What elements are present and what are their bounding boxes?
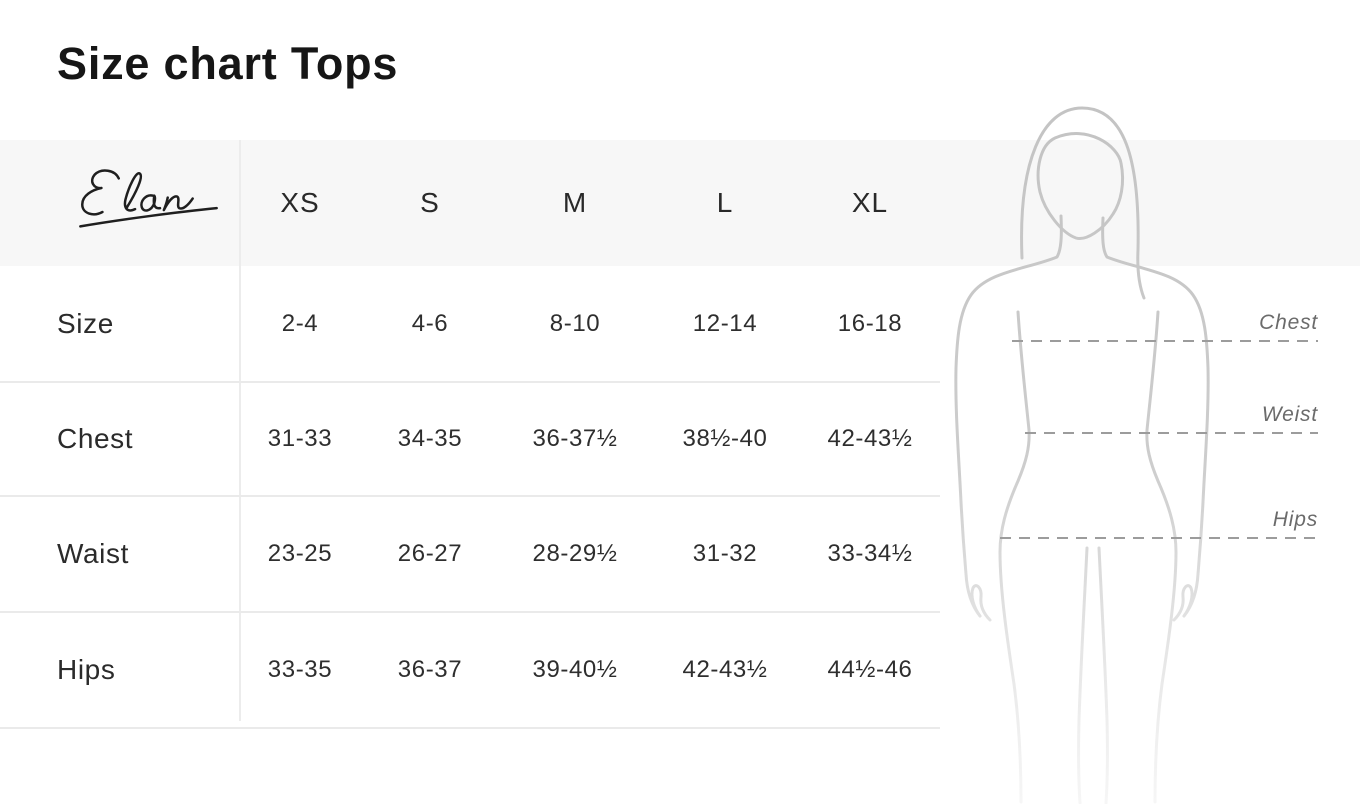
row-label-hips: Hips — [57, 654, 116, 685]
woman-figure-illustration — [930, 100, 1250, 805]
table-header-band — [0, 140, 1360, 266]
waist-measurement-group: Weist — [1025, 403, 1318, 434]
column-header-m: M — [562, 187, 588, 218]
table-cell: 36-37½ — [532, 425, 618, 452]
woman-figure-icon — [954, 106, 1210, 805]
table-cell: 2-4 — [281, 309, 319, 337]
table-cell: 44½-46 — [827, 656, 913, 683]
table-column-divider — [239, 140, 241, 721]
elan-signature-icon — [79, 168, 218, 228]
table-cell: 31-32 — [692, 540, 758, 567]
table-row-waist: Waist 23-25 26-27 28-29½ 31-32 33-34½ — [0, 497, 940, 613]
hips-measurement-group: Hips — [1000, 508, 1318, 539]
waist-measure-label: Weist — [1261, 403, 1318, 426]
table-cell: 26-27 — [397, 540, 463, 567]
table-cell: 12-14 — [692, 309, 758, 337]
table-cell: 39-40½ — [532, 656, 618, 683]
table-cell: 42-43½ — [682, 656, 768, 683]
chest-measure-label: Chest — [1259, 311, 1318, 334]
row-label-chest: Chest — [57, 423, 134, 454]
table-cell: 38½-40 — [682, 425, 768, 452]
column-header-s: S — [420, 187, 440, 218]
table-cell: 34-35 — [397, 425, 463, 452]
table-header-row: XS S M L XL — [0, 140, 940, 266]
table-cell: 33-35 — [267, 656, 333, 683]
table-cell: 42-43½ — [827, 425, 913, 452]
page-title: Size chart Tops — [57, 38, 399, 89]
table-row-hips: Hips 33-35 36-37 39-40½ 42-43½ 44½-46 — [0, 613, 940, 729]
table-row-chest: Chest 31-33 34-35 36-37½ 38½-40 42-43½ — [0, 383, 940, 497]
chest-measurement-group: Chest — [1012, 311, 1318, 342]
table-cell: 16-18 — [837, 309, 903, 337]
row-label-waist: Waist — [57, 538, 129, 569]
table-cell: 23-25 — [267, 540, 333, 567]
hips-measure-line — [1000, 537, 1318, 539]
table-cell: 28-29½ — [532, 540, 618, 567]
hips-measure-label: Hips — [1272, 508, 1318, 531]
table-cell: 31-33 — [267, 425, 333, 452]
size-table: XS S M L XL Size 2-4 4-6 8-10 12-14 16-1… — [0, 140, 940, 729]
table-cell: 36-37 — [397, 656, 463, 683]
table-cell: 4-6 — [411, 309, 449, 337]
table-cell: 8-10 — [549, 309, 601, 337]
column-header-xl: XL — [851, 187, 889, 218]
row-label-size: Size — [57, 307, 114, 339]
table-row-size: Size 2-4 4-6 8-10 12-14 16-18 — [0, 266, 940, 383]
column-header-xs: XS — [280, 187, 320, 218]
chest-measure-line — [1012, 340, 1318, 342]
column-header-l: L — [716, 187, 734, 218]
waist-measure-line — [1025, 432, 1318, 434]
table-cell: 33-34½ — [827, 540, 913, 567]
elan-logo — [0, 164, 240, 243]
